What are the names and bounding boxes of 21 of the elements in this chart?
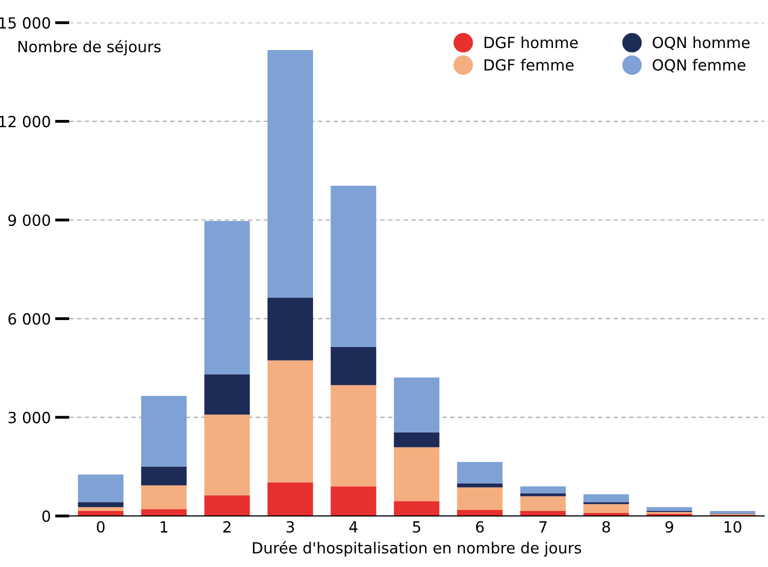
legend-label: DGF homme xyxy=(484,36,578,48)
x-tick-label: 1 xyxy=(160,521,168,532)
x-tick-label: 8 xyxy=(602,521,610,533)
x-tick-label: 3 xyxy=(286,521,294,533)
y-tick-label: 0 xyxy=(42,510,50,522)
legend-label: DGF femme xyxy=(484,58,574,71)
y-tick-label: 9 000 xyxy=(8,214,50,226)
x-tick-label: 6 xyxy=(476,521,484,533)
x-tick-label: 4 xyxy=(349,521,358,532)
x-tick-label: 5 xyxy=(412,521,420,533)
x-tick-label: 7 xyxy=(539,521,547,532)
x-tick-label: 2 xyxy=(223,521,230,532)
x-tick-label: 0 xyxy=(96,521,105,533)
x-tick-label: 10 xyxy=(724,521,742,533)
legend-label: OQN femme xyxy=(652,58,746,72)
y-tick-label: 3 000 xyxy=(8,412,50,424)
y-axis-title: Nombre de séjours xyxy=(18,40,161,56)
y-tick-label: 6 000 xyxy=(8,313,50,325)
x-axis-title: Durée d'hospitalisation en nombre de jours xyxy=(252,541,582,557)
x-tick-label: 9 xyxy=(665,521,674,533)
legend-label: OQN homme xyxy=(652,36,750,50)
